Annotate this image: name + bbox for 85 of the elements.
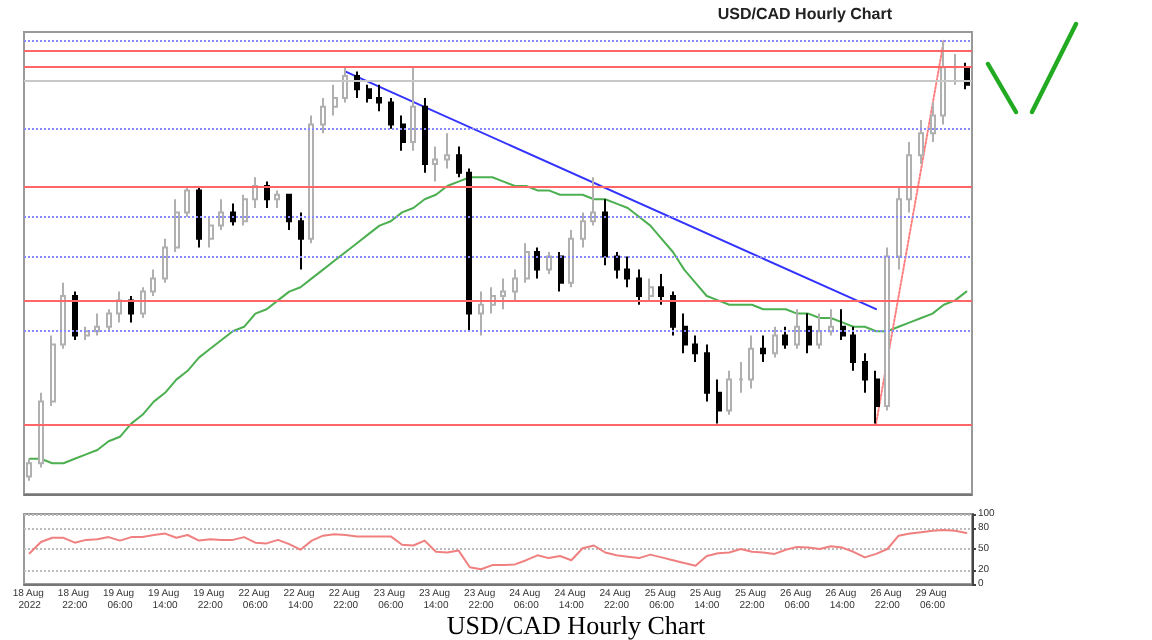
candlestick xyxy=(760,334,766,363)
candlestick xyxy=(682,312,688,355)
candlestick xyxy=(106,308,112,333)
candlestick xyxy=(196,185,202,249)
candlestick xyxy=(624,255,630,289)
candlestick xyxy=(432,145,438,183)
candlestick xyxy=(38,391,44,469)
candlestick xyxy=(140,286,146,319)
candlestick xyxy=(580,211,586,249)
candlestick xyxy=(332,83,338,117)
candlestick xyxy=(500,277,506,311)
candlestick xyxy=(940,39,946,126)
candlestick xyxy=(670,290,676,337)
candlestick xyxy=(546,251,552,275)
candlestick xyxy=(184,185,190,218)
candlestick xyxy=(242,193,248,227)
candlestick xyxy=(308,114,314,245)
candlestick xyxy=(376,83,382,113)
candlestick xyxy=(782,325,788,350)
candlestick xyxy=(466,167,472,333)
candlestick xyxy=(534,246,540,280)
candlestick xyxy=(524,242,530,284)
candlestick xyxy=(648,277,654,302)
candlestick xyxy=(298,211,304,271)
candlestick xyxy=(930,101,936,143)
candlestick xyxy=(512,268,518,302)
candlestick xyxy=(286,193,292,231)
candlestick xyxy=(794,308,800,350)
candlestick xyxy=(738,361,744,394)
candlestick xyxy=(478,290,484,337)
candlestick xyxy=(26,457,32,482)
candlestick xyxy=(400,114,406,152)
candlestick xyxy=(716,378,722,425)
candlestick xyxy=(828,308,834,337)
candlestick xyxy=(320,97,326,135)
candlestick xyxy=(94,312,100,337)
candlestick xyxy=(252,176,258,209)
candlestick xyxy=(150,268,156,297)
candlestick xyxy=(50,334,56,407)
candlestick xyxy=(874,369,880,425)
candlestick xyxy=(850,325,856,372)
candlestick xyxy=(174,198,180,253)
chart-title: USD/CAD Hourly Chart xyxy=(717,5,893,23)
candlestick xyxy=(602,198,608,267)
candlestick xyxy=(264,180,270,209)
line-series xyxy=(28,529,968,571)
candlestick xyxy=(230,202,236,227)
candlestick xyxy=(918,119,924,165)
candlestick xyxy=(422,97,428,174)
candlestick xyxy=(748,334,754,390)
candlestick xyxy=(218,198,224,231)
candlestick xyxy=(726,369,732,416)
candlestick xyxy=(840,308,846,341)
candlestick xyxy=(366,83,372,104)
candlestick xyxy=(410,66,416,152)
candlestick xyxy=(128,295,134,324)
candlestick xyxy=(388,97,394,130)
candlestick xyxy=(590,176,596,227)
candlestick xyxy=(84,325,90,341)
candlestick xyxy=(162,237,168,284)
candlestick xyxy=(704,343,710,403)
candlestick xyxy=(692,334,698,363)
text: USD/CAD Hourly Chart xyxy=(446,610,707,640)
candlestick xyxy=(274,189,280,209)
candlestick xyxy=(342,66,348,104)
candlestick xyxy=(952,53,958,86)
candlestick xyxy=(60,281,66,350)
candlestick xyxy=(862,352,868,394)
candlestick xyxy=(354,70,360,99)
candlestick xyxy=(636,268,642,306)
candlestick xyxy=(896,185,902,271)
candlestick xyxy=(816,312,822,350)
candlestick xyxy=(558,251,564,293)
candlestick xyxy=(72,290,78,341)
candlestick xyxy=(614,251,620,280)
candlestick xyxy=(444,132,450,170)
candlestick xyxy=(208,215,214,249)
candlestick xyxy=(116,290,122,324)
candlestick xyxy=(658,273,664,306)
candlestick xyxy=(906,141,912,214)
candlestick xyxy=(806,312,812,355)
candlestick xyxy=(884,246,890,412)
candlestick xyxy=(456,145,462,179)
candlestick xyxy=(568,229,574,289)
candlestick xyxy=(772,325,778,359)
